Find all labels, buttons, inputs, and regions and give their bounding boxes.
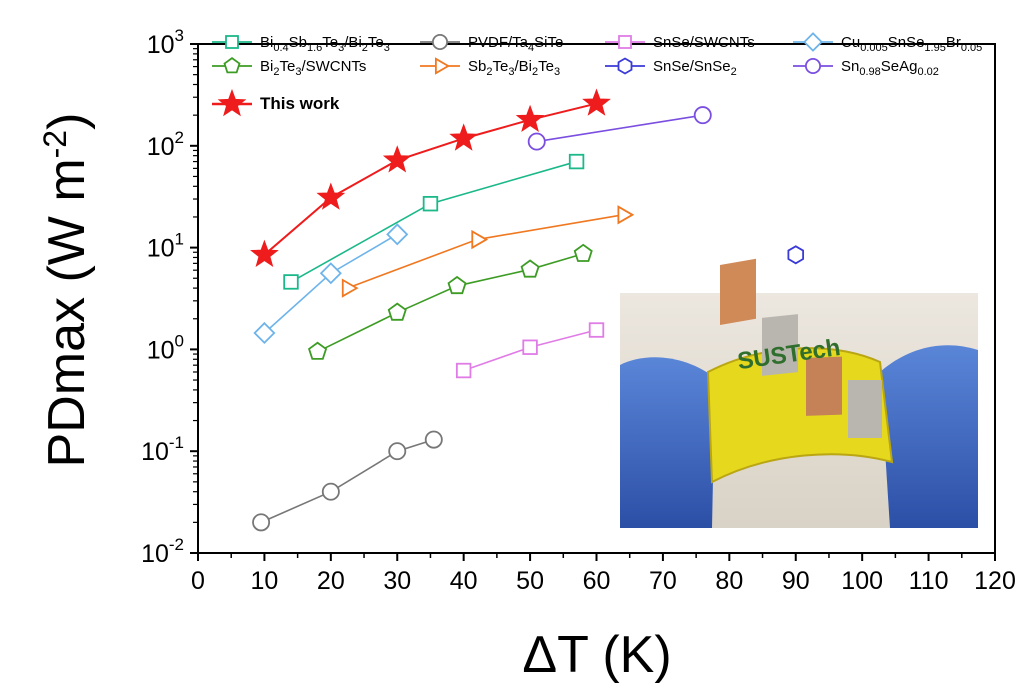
legend-item-snseag: Sn0.98SeAg0.02 [793,57,939,78]
legend-label: Cu0.005SnSe1.95Br0.05 [841,34,982,54]
pvdf-line [260,438,435,524]
pvdf-point [388,442,407,461]
thiswork-line [263,102,597,256]
series-points [250,88,805,532]
snseswcnt-point [455,362,472,379]
pvdf-point [321,482,340,501]
legend-marker [217,88,247,117]
bi2te3swcnt-point [447,275,467,295]
legend-label: SnSe/SnSe2 [653,58,737,78]
x-tick-label: 10 [251,567,279,595]
leg-pad-1 [720,258,756,326]
x-tick-label: 80 [715,567,743,595]
x-axis-label: ΔT (K) [522,626,671,684]
legend-item-bi2te3swcnt: Bi2Te3/SWCNTs [212,57,366,78]
legend: Bi0.4Sb1.6Te3/Bi2Te3 Bi2Te3/SWCNTs This wo… [212,32,982,117]
inset-photo: SUSTech [620,258,978,528]
y-tick-label: 103 [147,26,184,59]
x-tick-label: 20 [317,567,345,595]
snseag-point [527,132,546,151]
y-axis-label: PDmax (W m-2) [37,113,96,468]
bi2te3swcnt-point [387,302,407,321]
legend-marker [803,32,823,52]
legend-item-bisbte: Bi0.4Sb1.6Te3/Bi2Te3 [212,34,390,54]
x-tick-label: 110 [909,567,949,595]
legend-item-snseswcnt: SnSe/SWCNTs [605,34,755,51]
thiswork-point [515,104,545,133]
thiswork-point [250,239,279,268]
y-tick-label: 102 [147,128,184,161]
x-tick-label: 120 [974,567,1016,595]
legend-marker [804,57,822,75]
legend-label: Bi0.4Sb1.6Te3/Bi2Te3 [260,34,390,54]
y-tick-label: 100 [147,331,184,364]
x-tick-label: 40 [450,567,478,595]
y-tick-label: 101 [147,230,184,263]
legend-item-thiswork: This work [212,88,340,117]
sb2te3-point [341,278,359,298]
cusnsebr-point [253,321,276,345]
bi2te3swcnt-line [317,252,584,353]
x-tick-label: 0 [191,567,205,595]
sb2te3-point [617,205,635,225]
thiswork-point [582,88,611,116]
axis-ticks [190,43,996,561]
cusnsebr-point [386,223,409,246]
x-tick-label: 90 [782,567,810,595]
pvdf-point [252,513,271,532]
snseag-point [693,106,712,125]
leg-pad-3 [806,356,842,416]
leg-pad-4 [848,380,882,438]
legend-label: Sn0.98SeAg0.02 [841,58,939,78]
y-tick-labels: 10-2 10-1 100 101 102 103 [141,26,184,568]
y-tick-label: 10-1 [141,433,184,466]
x-tick-label: 70 [649,567,677,595]
legend-marker [434,57,451,75]
legend-item-snsesnse2: SnSe/SnSe2 [605,57,737,78]
legend-marker [618,35,632,49]
bisbte-point [283,274,299,290]
legend-marker [223,57,241,74]
left-glove [620,357,715,528]
legend-label: Sb2Te3/Bi2Te3 [468,58,560,78]
thiswork-point [382,145,412,173]
bi2te3swcnt-point [308,341,328,360]
y-tick-label: 10-2 [141,535,184,568]
right-glove [880,345,978,528]
thiswork-point [449,123,479,151]
bi2te3swcnt-point [573,243,593,262]
x-tick-label: 100 [841,567,883,595]
snseswcnt-point [588,322,605,338]
snsesnse2-point [787,245,805,265]
legend-item-pvdf: PVDF/Ta4SiTe [420,33,563,54]
bi2te3swcnt-point [520,259,540,278]
legend-label: SnSe/SWCNTs [653,34,755,51]
snseag-line [536,114,703,143]
thiswork-point [316,182,346,210]
x-tick-label: 30 [383,567,411,595]
leg-pad-2 [762,314,798,376]
legend-item-cusnsebr: Cu0.005SnSe1.95Br0.05 [793,32,982,54]
legend-marker [225,35,239,49]
snseswcnt-point [522,339,538,355]
cusnsebr-point [319,262,342,285]
legend-label: This work [260,94,340,113]
x-tick-label: 50 [516,567,544,595]
legend-item-sb2te3: Sb2Te3/Bi2Te3 [420,57,560,78]
bisbte-point [568,153,585,170]
pvdf-point [424,430,443,449]
x-tick-label: 60 [583,567,611,595]
x-tick-labels: 0 10 20 30 40 50 60 70 80 90 100 110 120 [191,567,1016,595]
bisbte-point [422,195,439,212]
legend-label: Bi2Te3/SWCNTs [260,58,366,78]
legend-marker [617,57,633,75]
legend-label: PVDF/Ta4SiTe [468,34,563,54]
sb2te3-point [471,229,489,250]
legend-marker [431,33,449,51]
